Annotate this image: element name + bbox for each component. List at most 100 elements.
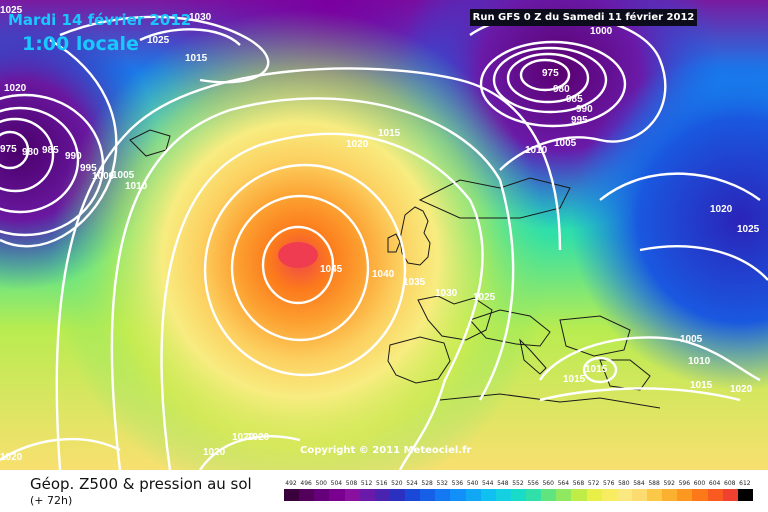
color-scale-bar	[284, 489, 753, 501]
color-scale-swatch	[707, 489, 723, 501]
color-scale-tick-label: 496	[300, 480, 312, 487]
isobar-label: 1035	[403, 277, 426, 288]
isobar-label: 1005	[680, 334, 703, 345]
model-run-label: Run GFS 0 Z du Samedi 11 février 2012	[470, 9, 697, 26]
isobar-label: 1000	[92, 171, 115, 182]
color-scale-labels: 492 496 500 504 508 512 516 520 524 528 532 536 540 5…	[284, 480, 753, 488]
color-scale-tick-label: 500	[315, 480, 327, 487]
legend-title: Géop. Z500 & pression au sol	[30, 475, 252, 493]
color-scale-tick-label: 568	[572, 480, 585, 487]
color-scale-tick-label: 512	[360, 480, 373, 487]
weather-map: 1030 1025 1015 1000 975 980 985 990 995 …	[0, 0, 768, 470]
isobar-label: 1000	[590, 26, 613, 37]
isobar-label: 1025	[147, 35, 170, 46]
isobar-label: 1020	[232, 432, 255, 443]
isobar-label: 1030	[435, 288, 458, 299]
color-scale-tick-label: 548	[497, 480, 509, 487]
isobar-label: 1040	[372, 269, 395, 280]
color-scale-tick-label: 596	[678, 480, 691, 487]
color-scale-swatch	[299, 489, 315, 501]
color-scale-swatch	[616, 489, 632, 501]
isobar-label: 980	[553, 84, 570, 95]
forecast-date: Mardi 14 février 2012	[8, 11, 192, 29]
color-scale-swatch	[541, 489, 557, 501]
isobar-label: 1005	[112, 170, 135, 181]
coastlines	[129, 129, 661, 409]
color-scale-swatch	[647, 489, 663, 501]
color-scale-swatch	[435, 489, 451, 501]
isobar-label: 1025	[737, 224, 760, 235]
color-scale-swatch	[662, 489, 678, 501]
color-scale-swatch	[526, 489, 542, 501]
isobar-label: 975	[542, 68, 559, 79]
color-scale-tick-label: 572	[587, 480, 600, 487]
map-canvas	[0, 0, 768, 470]
isobar-label: 1005	[554, 138, 577, 149]
color-scale-swatch	[601, 489, 617, 501]
color-scale-tick-label: 532	[436, 480, 448, 487]
color-scale-tick-label: 492	[285, 480, 297, 487]
high-pressure-core	[278, 242, 318, 268]
isobar-label: 1025	[0, 5, 23, 16]
isobar-label: 1030	[189, 12, 212, 23]
color-scale-tick-label: 600	[693, 480, 706, 487]
color-scale-tick-label: 524	[406, 480, 418, 487]
color-scale-tick-label: 508	[345, 480, 358, 487]
color-scale-tick-label: 604	[708, 480, 721, 487]
forecast-time: 1:00 locale	[22, 33, 139, 55]
isobar-label: 1010	[525, 145, 548, 156]
isobar-label: 1010	[688, 356, 711, 367]
isobar-label: 985	[42, 145, 59, 156]
color-scale-tick-label: 504	[330, 480, 343, 487]
isobar-label: 1025	[473, 292, 496, 303]
isobar-label: 1015	[185, 53, 208, 64]
color-scale-tick-label: 564	[557, 480, 570, 487]
color-scale-tick-label: 588	[648, 480, 660, 487]
isobar-label: 1015	[585, 364, 608, 375]
copyright-notice: Copyright © 2011 Meteociel.fr	[300, 445, 472, 456]
color-scale-tick-label: 516	[376, 480, 388, 487]
isobar-label: 1045	[320, 264, 343, 275]
isobar-label: 980	[22, 147, 39, 158]
color-scale-swatch	[465, 489, 481, 501]
color-scale-swatch	[480, 489, 496, 501]
color-scale-swatch	[510, 489, 526, 501]
color-scale-tick-label: 556	[527, 480, 539, 487]
isobars	[0, 13, 768, 470]
isobar-label: 1010	[125, 181, 148, 192]
color-scale-tick-label: 536	[451, 480, 464, 487]
color-scale-swatch	[722, 489, 738, 501]
high-pressure-field	[0, 0, 768, 470]
color-scale-tick-label: 544	[481, 480, 494, 487]
legend-footer: Géop. Z500 & pression au sol (+ 72h) 492…	[0, 470, 768, 512]
isobar-label: 1015	[378, 128, 401, 139]
color-scale-tick-label: 580	[618, 480, 630, 487]
color-scale-swatch	[389, 489, 405, 501]
color-scale-swatch	[420, 489, 436, 501]
isobar-label: 1020	[710, 204, 733, 215]
color-scale-swatch	[571, 489, 587, 501]
isobar-label: 1020	[203, 447, 226, 458]
color-scale-tick-label: 584	[633, 480, 645, 487]
isobar-label: 975	[0, 144, 17, 155]
isobar-label: 990	[65, 151, 82, 162]
color-scale-swatch	[329, 489, 345, 501]
isobar-label: 990	[576, 104, 593, 115]
isobar-label: 1020	[247, 432, 270, 443]
color-scale-swatch	[586, 489, 602, 501]
color-scale-tick-label: 608	[724, 480, 736, 487]
color-scale-tick-label: 592	[663, 480, 675, 487]
color-scale-swatch	[405, 489, 421, 501]
color-scale-tick-label: 520	[391, 480, 403, 487]
isobar-label: 1020	[4, 83, 27, 94]
color-scale-tick-label: 560	[542, 480, 554, 487]
isobar-label: 985	[566, 94, 583, 105]
color-scale-swatch	[359, 489, 375, 501]
legend-subtitle: (+ 72h)	[30, 494, 73, 507]
color-scale-swatch	[450, 489, 466, 501]
color-scale-tick-label: 576	[602, 480, 615, 487]
isobar-label: 1020	[730, 384, 753, 395]
color-scale-swatch	[631, 489, 647, 501]
color-scale-swatch	[692, 489, 708, 501]
color-scale-tick-label: 552	[512, 480, 524, 487]
